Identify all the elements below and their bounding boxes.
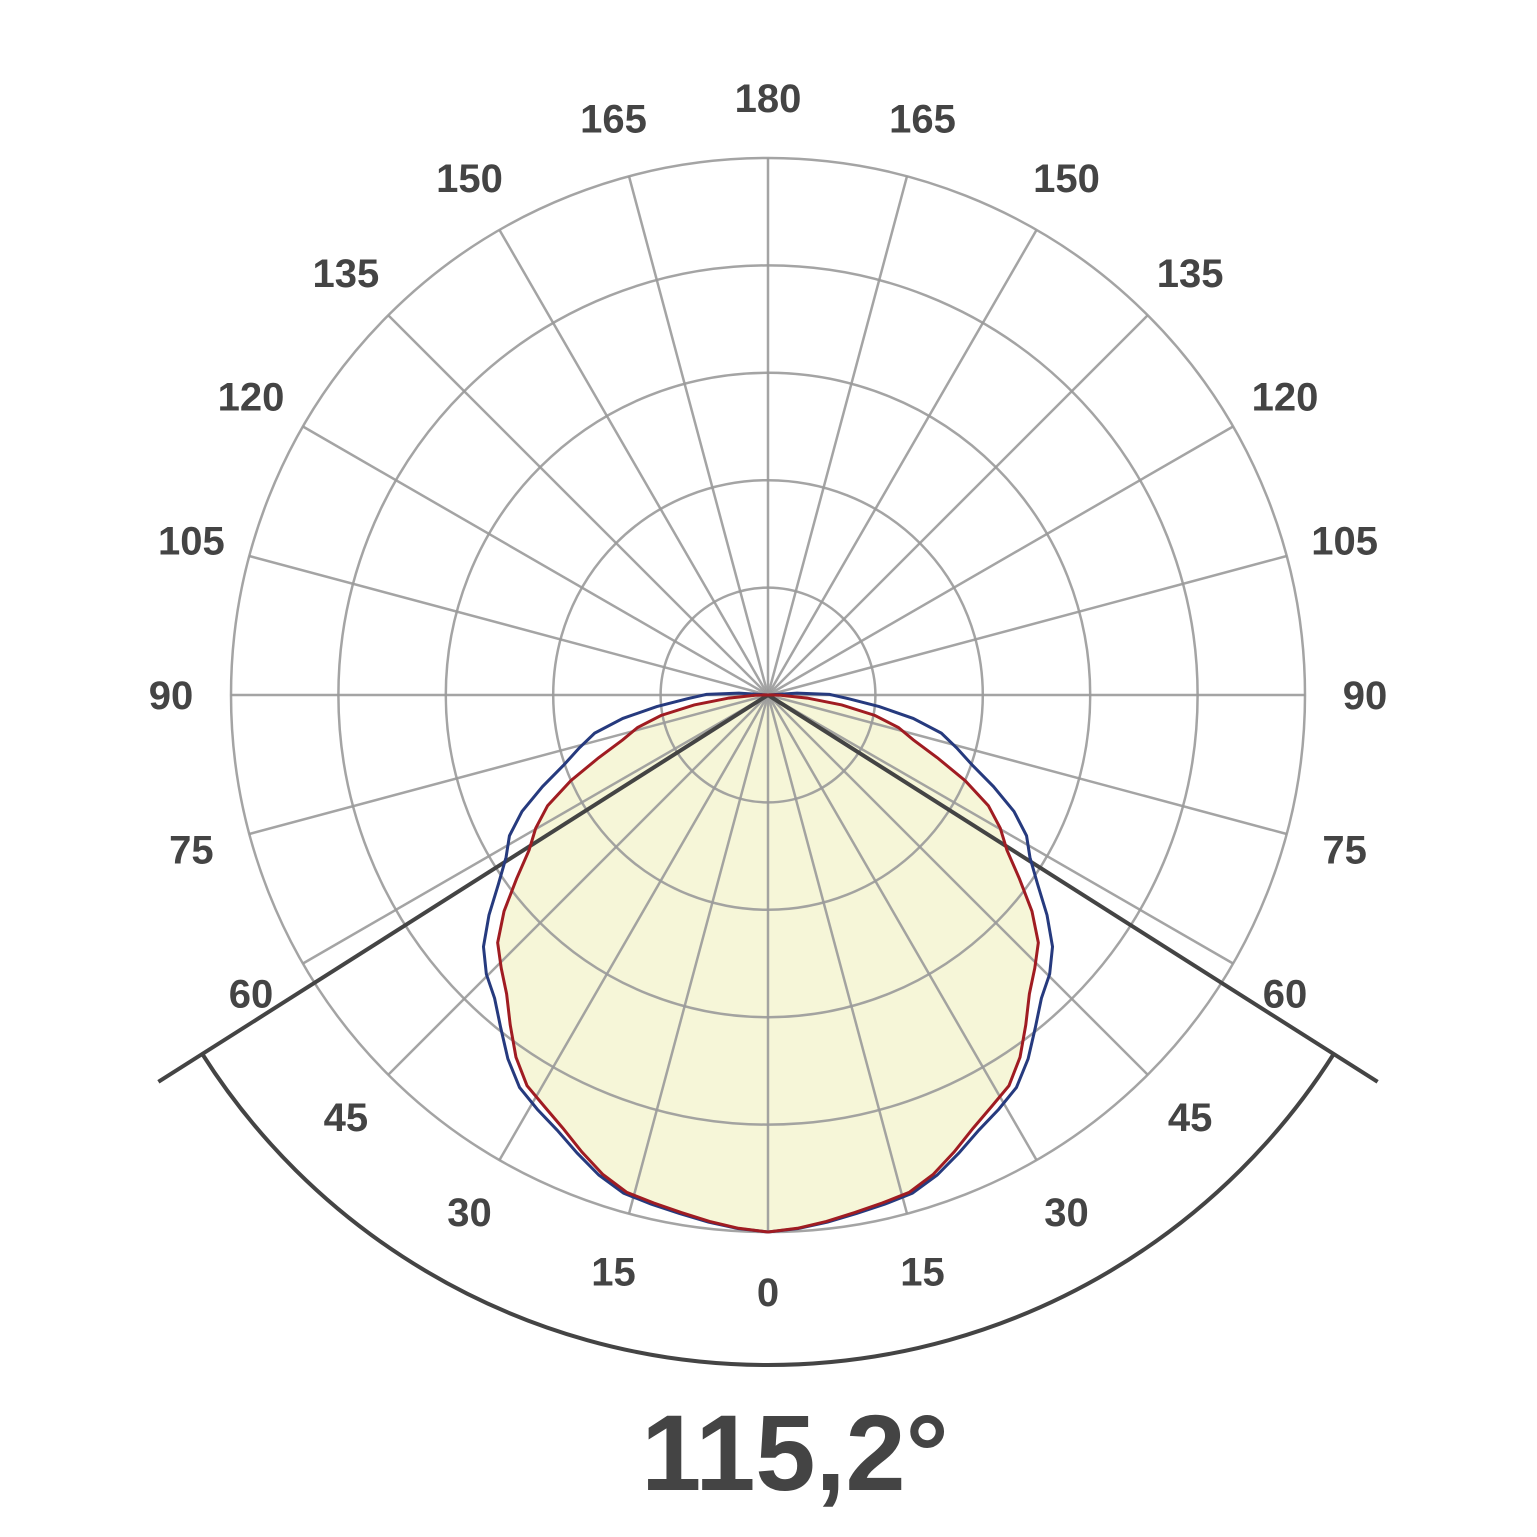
angle-tick-label: 60 <box>1263 973 1308 1017</box>
grid-spoke <box>498 229 770 696</box>
angle-tick-label: 15 <box>591 1251 636 1295</box>
grid-spoke <box>766 694 909 1215</box>
grid-spoke <box>767 693 1288 836</box>
grid-spoke <box>387 694 769 1076</box>
grid-spoke <box>767 314 1149 696</box>
angle-tick-label: 150 <box>436 157 503 201</box>
angle-tick-label: 15 <box>900 1251 945 1295</box>
grid-spoke <box>766 175 909 696</box>
angle-tick-label: 135 <box>1157 252 1224 296</box>
grid-spoke <box>766 229 1038 696</box>
angle-tick-label: 150 <box>1033 157 1100 201</box>
angle-tick-label: 75 <box>1322 829 1367 873</box>
grid-spoke <box>627 175 770 696</box>
grid-spoke <box>767 694 1149 1076</box>
grid-spoke <box>767 425 1234 697</box>
angle-tick-label: 105 <box>158 519 225 563</box>
angle-tick-label: 165 <box>889 97 956 141</box>
angle-tick-label: 180 <box>735 77 802 121</box>
grid-spoke <box>248 693 769 836</box>
grid-spoke <box>387 314 769 696</box>
grid-spoke <box>248 554 769 697</box>
angle-tick-label: 30 <box>1044 1191 1089 1235</box>
beam-angle-line-left <box>157 693 770 1084</box>
angle-tick-label: 75 <box>169 829 214 873</box>
angle-tick-label: 90 <box>149 674 194 718</box>
angle-tick-label: 0 <box>757 1271 779 1315</box>
angle-tick-label: 135 <box>312 252 379 296</box>
beam-angle-arc <box>200 1052 1336 1367</box>
angle-tick-label: 30 <box>447 1191 492 1235</box>
grid-spoke <box>627 694 770 1215</box>
grid-spoke <box>767 554 1288 697</box>
angle-tick-label: 45 <box>1168 1096 1213 1140</box>
angle-tick-label: 105 <box>1311 519 1378 563</box>
grid-spoke <box>766 694 1038 1161</box>
series-1-curve <box>496 693 1040 1234</box>
angle-tick-label: 120 <box>1252 376 1319 420</box>
angle-tick-label: 120 <box>218 376 285 420</box>
angle-tick-label: 90 <box>1343 674 1388 718</box>
beam-angle-line-right <box>766 693 1379 1084</box>
angle-tick-label: 60 <box>229 973 274 1017</box>
grid-spoke <box>498 694 770 1161</box>
angle-tick-label: 165 <box>580 97 647 141</box>
beam-angle-label: 115,2° <box>641 1392 949 1513</box>
angle-tick-label: 45 <box>324 1096 369 1140</box>
grid-spoke <box>302 425 769 697</box>
